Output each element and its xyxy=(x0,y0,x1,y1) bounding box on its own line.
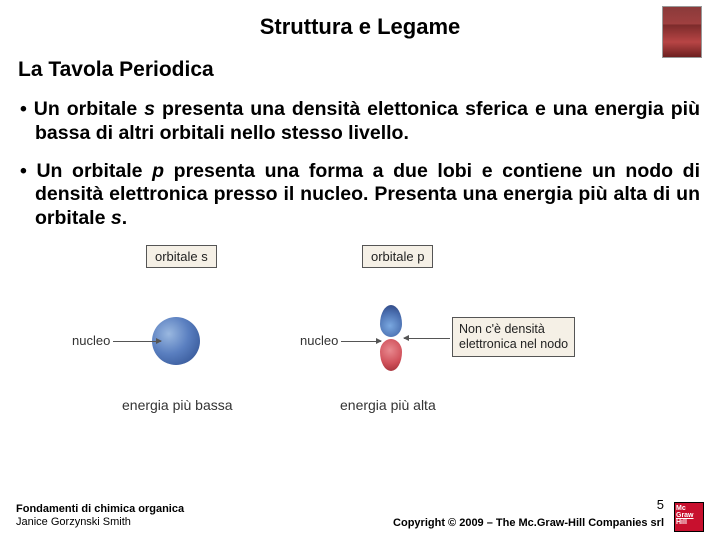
bullet-1-text-pre: • Un orbitale xyxy=(20,98,144,120)
slide-subtitle: La Tavola Periodica xyxy=(0,40,720,82)
p-orbital-lobe-bottom xyxy=(380,339,402,371)
arrow-nucleo-right xyxy=(341,341,381,342)
orbital-p-box: orbitale p xyxy=(362,245,433,268)
bullet-1-ital: s xyxy=(144,98,155,120)
slide-title: Struttura e Legame xyxy=(0,0,720,40)
arrow-nucleo-left xyxy=(113,341,161,342)
arrow-annotation xyxy=(404,338,450,339)
orbital-s-label: orbitale s xyxy=(155,249,208,264)
footer-book-title: Fondamenti di chimica organica xyxy=(16,503,184,517)
node-annotation-line1: Non c'è densità xyxy=(459,322,568,337)
footer: Fondamenti di chimica organica Janice Go… xyxy=(16,497,704,530)
p-orbital-lobe-top xyxy=(380,305,402,337)
bullet-2-text-pre: • Un orbitale xyxy=(20,160,152,182)
orbital-s-box: orbitale s xyxy=(146,245,217,268)
bullet-1: • Un orbitale s presenta una densità ele… xyxy=(20,98,700,146)
node-annotation-box: Non c'è densità elettronica nel nodo xyxy=(452,317,575,357)
nucleo-label-right: nucleo xyxy=(300,333,338,348)
bullet-list: • Un orbitale s presenta una densità ele… xyxy=(0,82,720,231)
page-number: 5 xyxy=(393,497,664,514)
caption-left: energia più bassa xyxy=(122,397,233,413)
copyright-text: Copyright © 2009 – The Mc.Graw-Hill Comp… xyxy=(393,516,664,530)
orbital-diagram: orbitale s nucleo energia più bassa orbi… xyxy=(0,245,720,445)
mcgraw-hill-logo: Mc Graw Hill xyxy=(674,502,704,532)
bullet-2-ital2: s xyxy=(111,207,122,229)
orbital-p-label: orbitale p xyxy=(371,249,424,264)
node-annotation-line2: elettronica nel nodo xyxy=(459,337,568,352)
bullet-2-ital: p xyxy=(152,160,164,182)
book-cover-thumbnail xyxy=(662,6,702,58)
footer-right: 5 Copyright © 2009 – The Mc.Graw-Hill Co… xyxy=(393,497,664,530)
nucleo-label-left: nucleo xyxy=(72,333,110,348)
footer-left: Fondamenti di chimica organica Janice Go… xyxy=(16,503,184,531)
bullet-2-text-post: . xyxy=(122,207,127,229)
logo-line3: Hill xyxy=(676,519,702,526)
logo-line1: Mc xyxy=(676,505,702,512)
bullet-2: • Un orbitale p presenta una forma a due… xyxy=(20,160,700,231)
caption-right: energia più alta xyxy=(340,397,436,413)
logo-line2: Graw xyxy=(676,512,702,519)
footer-author: Janice Gorzynski Smith xyxy=(16,516,184,530)
